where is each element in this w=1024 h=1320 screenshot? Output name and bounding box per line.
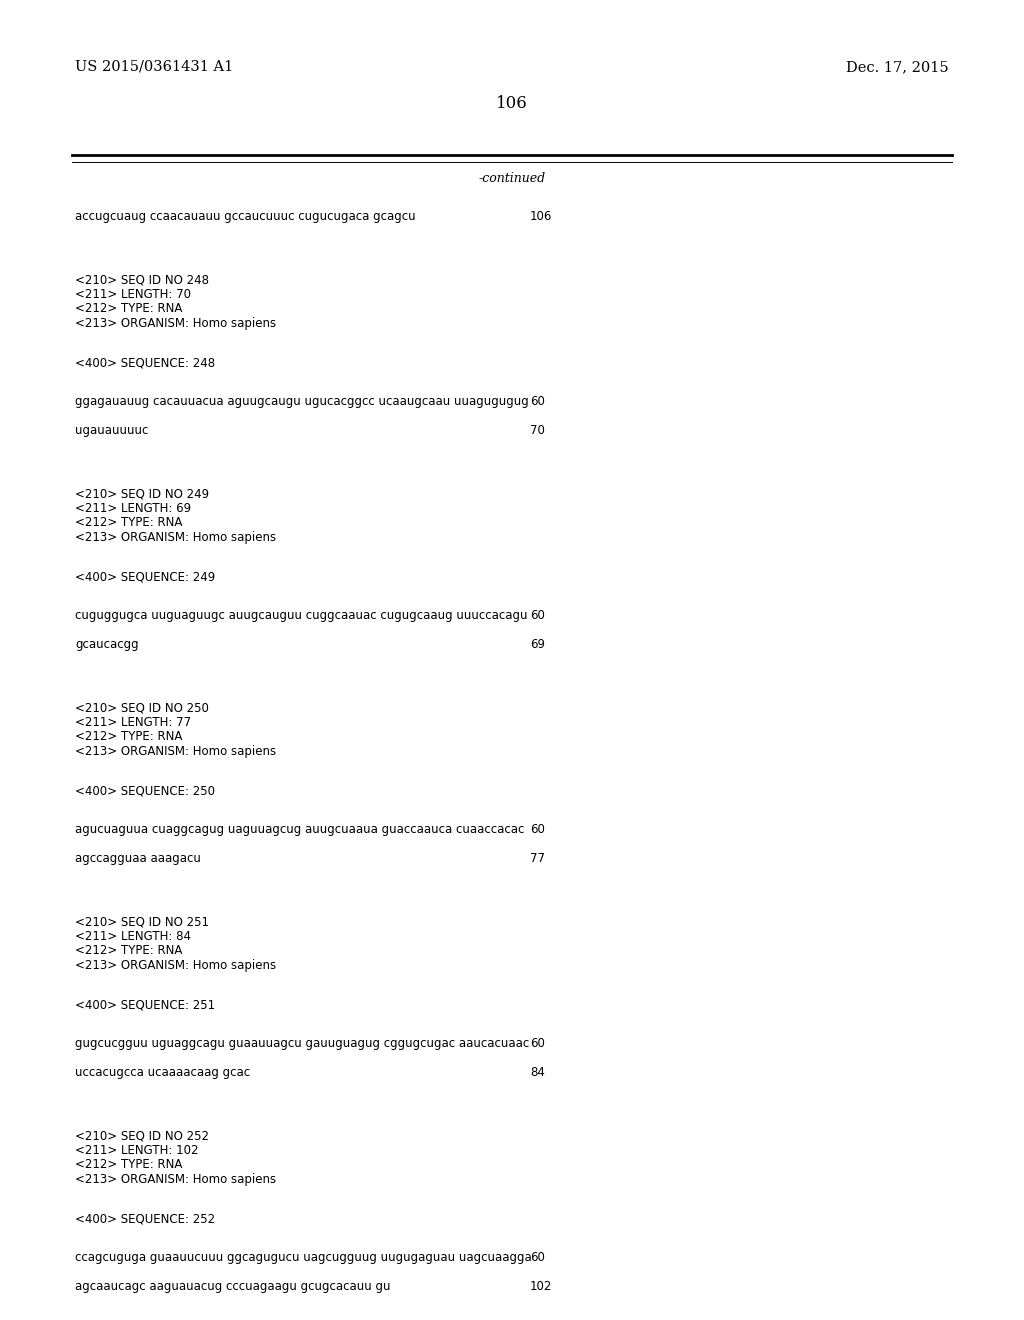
Text: cuguggugca uuguaguugc auugcauguu cuggcaauac cugugcaaug uuuccacagu: cuguggugca uuguaguugc auugcauguu cuggcaa…	[75, 609, 527, 622]
Text: 102: 102	[530, 1280, 552, 1294]
Text: ggagauauug cacauuacua aguugcaugu ugucacggcc ucaaugcaau uuagugugug: ggagauauug cacauuacua aguugcaugu ugucacg…	[75, 395, 528, 408]
Text: <211> LENGTH: 102: <211> LENGTH: 102	[75, 1144, 199, 1158]
Text: 60: 60	[530, 395, 545, 408]
Text: <213> ORGANISM: Homo sapiens: <213> ORGANISM: Homo sapiens	[75, 531, 276, 544]
Text: ccagcuguga guaauucuuu ggcagugucu uagcugguug uugugaguau uagcuaagga: ccagcuguga guaauucuuu ggcagugucu uagcugg…	[75, 1251, 531, 1265]
Text: accugcuaug ccaacauauu gccaucuuuc cugucugaca gcagcu: accugcuaug ccaacauauu gccaucuuuc cugucug…	[75, 210, 416, 223]
Text: 70: 70	[530, 424, 545, 437]
Text: <213> ORGANISM: Homo sapiens: <213> ORGANISM: Homo sapiens	[75, 317, 276, 330]
Text: gugcucgguu uguaggcagu guaauuagcu gauuguagug cggugcugac aaucacuaac: gugcucgguu uguaggcagu guaauuagcu gauugua…	[75, 1038, 529, 1049]
Text: <211> LENGTH: 84: <211> LENGTH: 84	[75, 931, 191, 942]
Text: <400> SEQUENCE: 251: <400> SEQUENCE: 251	[75, 998, 215, 1011]
Text: -continued: -continued	[478, 172, 546, 185]
Text: uccacugcca ucaaaacaag gcac: uccacugcca ucaaaacaag gcac	[75, 1067, 250, 1078]
Text: <212> TYPE: RNA: <212> TYPE: RNA	[75, 516, 182, 529]
Text: <213> ORGANISM: Homo sapiens: <213> ORGANISM: Homo sapiens	[75, 960, 276, 972]
Text: <400> SEQUENCE: 248: <400> SEQUENCE: 248	[75, 356, 215, 370]
Text: 106: 106	[496, 95, 528, 112]
Text: US 2015/0361431 A1: US 2015/0361431 A1	[75, 59, 233, 74]
Text: agcaaucagc aaguauacug cccuagaagu gcugcacauu gu: agcaaucagc aaguauacug cccuagaagu gcugcac…	[75, 1280, 390, 1294]
Text: <400> SEQUENCE: 250: <400> SEQUENCE: 250	[75, 784, 215, 797]
Text: gcaucacgg: gcaucacgg	[75, 638, 138, 651]
Text: <212> TYPE: RNA: <212> TYPE: RNA	[75, 945, 182, 957]
Text: <211> LENGTH: 70: <211> LENGTH: 70	[75, 288, 191, 301]
Text: <210> SEQ ID NO 249: <210> SEQ ID NO 249	[75, 487, 209, 500]
Text: <213> ORGANISM: Homo sapiens: <213> ORGANISM: Homo sapiens	[75, 744, 276, 758]
Text: ugauauuuuc: ugauauuuuc	[75, 424, 148, 437]
Text: agucuaguua cuaggcagug uaguuagcug auugcuaaua guaccaauca cuaaccacac: agucuaguua cuaggcagug uaguuagcug auugcua…	[75, 822, 524, 836]
Text: 84: 84	[530, 1067, 545, 1078]
Text: <212> TYPE: RNA: <212> TYPE: RNA	[75, 730, 182, 743]
Text: agccagguaa aaagacu: agccagguaa aaagacu	[75, 851, 201, 865]
Text: 60: 60	[530, 822, 545, 836]
Text: 77: 77	[530, 851, 545, 865]
Text: <400> SEQUENCE: 249: <400> SEQUENCE: 249	[75, 570, 215, 583]
Text: Dec. 17, 2015: Dec. 17, 2015	[847, 59, 949, 74]
Text: <210> SEQ ID NO 252: <210> SEQ ID NO 252	[75, 1130, 209, 1143]
Text: <210> SEQ ID NO 250: <210> SEQ ID NO 250	[75, 701, 209, 714]
Text: <400> SEQUENCE: 252: <400> SEQUENCE: 252	[75, 1212, 215, 1225]
Text: 60: 60	[530, 1038, 545, 1049]
Text: <211> LENGTH: 77: <211> LENGTH: 77	[75, 715, 191, 729]
Text: 106: 106	[530, 210, 552, 223]
Text: <212> TYPE: RNA: <212> TYPE: RNA	[75, 302, 182, 315]
Text: 69: 69	[530, 638, 545, 651]
Text: <212> TYPE: RNA: <212> TYPE: RNA	[75, 1159, 182, 1172]
Text: 60: 60	[530, 1251, 545, 1265]
Text: 60: 60	[530, 609, 545, 622]
Text: <213> ORGANISM: Homo sapiens: <213> ORGANISM: Homo sapiens	[75, 1173, 276, 1185]
Text: <211> LENGTH: 69: <211> LENGTH: 69	[75, 502, 191, 515]
Text: <210> SEQ ID NO 248: <210> SEQ ID NO 248	[75, 273, 209, 286]
Text: <210> SEQ ID NO 251: <210> SEQ ID NO 251	[75, 916, 209, 928]
